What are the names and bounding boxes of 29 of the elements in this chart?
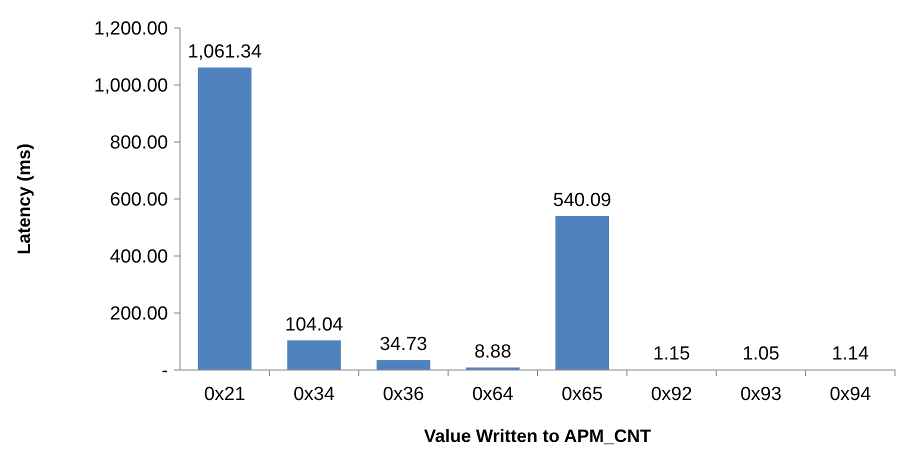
x-tick-label: 0x21 (204, 384, 246, 405)
data-label: 1,061.34 (188, 42, 262, 63)
bar (555, 216, 609, 370)
x-tick-label: 0x36 (382, 384, 424, 405)
x-tick-label: 0x94 (830, 384, 872, 405)
x-tick-label: 0x92 (650, 384, 692, 405)
data-label: 1.05 (742, 344, 780, 365)
x-tick-label: 0x65 (562, 384, 603, 405)
y-tick-label: - (162, 360, 168, 382)
y-tick-label: 400.00 (110, 246, 168, 268)
bar (376, 360, 430, 370)
y-tick-label: 1,200.00 (94, 18, 168, 40)
x-tick-label: 0x93 (740, 384, 782, 405)
y-tick-label: 800.00 (110, 132, 168, 154)
y-axis-title: Latency (ms) (14, 143, 34, 255)
x-axis-title: Value Written to APM_CNT (424, 426, 652, 446)
data-label: 540.09 (553, 190, 612, 212)
bar (198, 68, 252, 370)
data-label: 8.88 (474, 341, 512, 362)
data-label: 1.14 (832, 344, 870, 365)
data-label: 34.73 (380, 334, 428, 356)
data-label: 1.15 (653, 344, 690, 365)
data-label: 104.04 (285, 314, 344, 336)
x-tick-label: 0x34 (293, 384, 336, 405)
y-tick-label: 600.00 (110, 190, 168, 211)
y-tick-label: 200.00 (110, 304, 168, 325)
x-tick-label: 0x64 (472, 384, 514, 405)
y-tick-label: 1,000.00 (94, 76, 168, 97)
bar (287, 340, 341, 370)
